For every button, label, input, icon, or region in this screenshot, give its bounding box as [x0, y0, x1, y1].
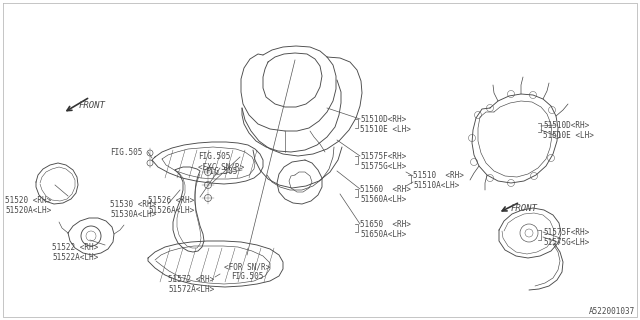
Text: 51526 <RH>
51526A<LH>: 51526 <RH> 51526A<LH>	[148, 196, 195, 215]
Text: 51530 <RH>
51530A<LH>: 51530 <RH> 51530A<LH>	[110, 200, 156, 220]
Text: 51650  <RH>
51650A<LH>: 51650 <RH> 51650A<LH>	[360, 220, 411, 239]
Text: 51510  <RH>
51510A<LH>: 51510 <RH> 51510A<LH>	[413, 171, 464, 190]
Text: 51520 <RH>
51520A<LH>: 51520 <RH> 51520A<LH>	[5, 196, 51, 215]
Text: A522001037: A522001037	[589, 307, 635, 316]
Text: FIG.505: FIG.505	[205, 167, 237, 176]
Text: 51572 <RH>
51572A<LH>: 51572 <RH> 51572A<LH>	[168, 275, 214, 294]
Text: FRONT: FRONT	[79, 101, 106, 110]
Text: FRONT: FRONT	[511, 204, 538, 213]
Text: 51575F<RH>
51575G<LH>: 51575F<RH> 51575G<LH>	[360, 152, 406, 172]
Text: 51560  <RH>
51560A<LH>: 51560 <RH> 51560A<LH>	[360, 185, 411, 204]
Text: FIG.505: FIG.505	[110, 148, 142, 157]
Text: 51510D<RH>
51510E <LH>: 51510D<RH> 51510E <LH>	[360, 115, 411, 134]
Text: <FOR SN/R>
FIG.505: <FOR SN/R> FIG.505	[224, 262, 270, 281]
Text: 51510D<RH>
51510E <LH>: 51510D<RH> 51510E <LH>	[543, 121, 594, 140]
Text: 51522 <RH>
51522A<LH>: 51522 <RH> 51522A<LH>	[52, 243, 99, 262]
Text: 51575F<RH>
51575G<LH>: 51575F<RH> 51575G<LH>	[543, 228, 589, 247]
Text: FIG.505
<EXC SN/R>: FIG.505 <EXC SN/R>	[198, 152, 244, 172]
